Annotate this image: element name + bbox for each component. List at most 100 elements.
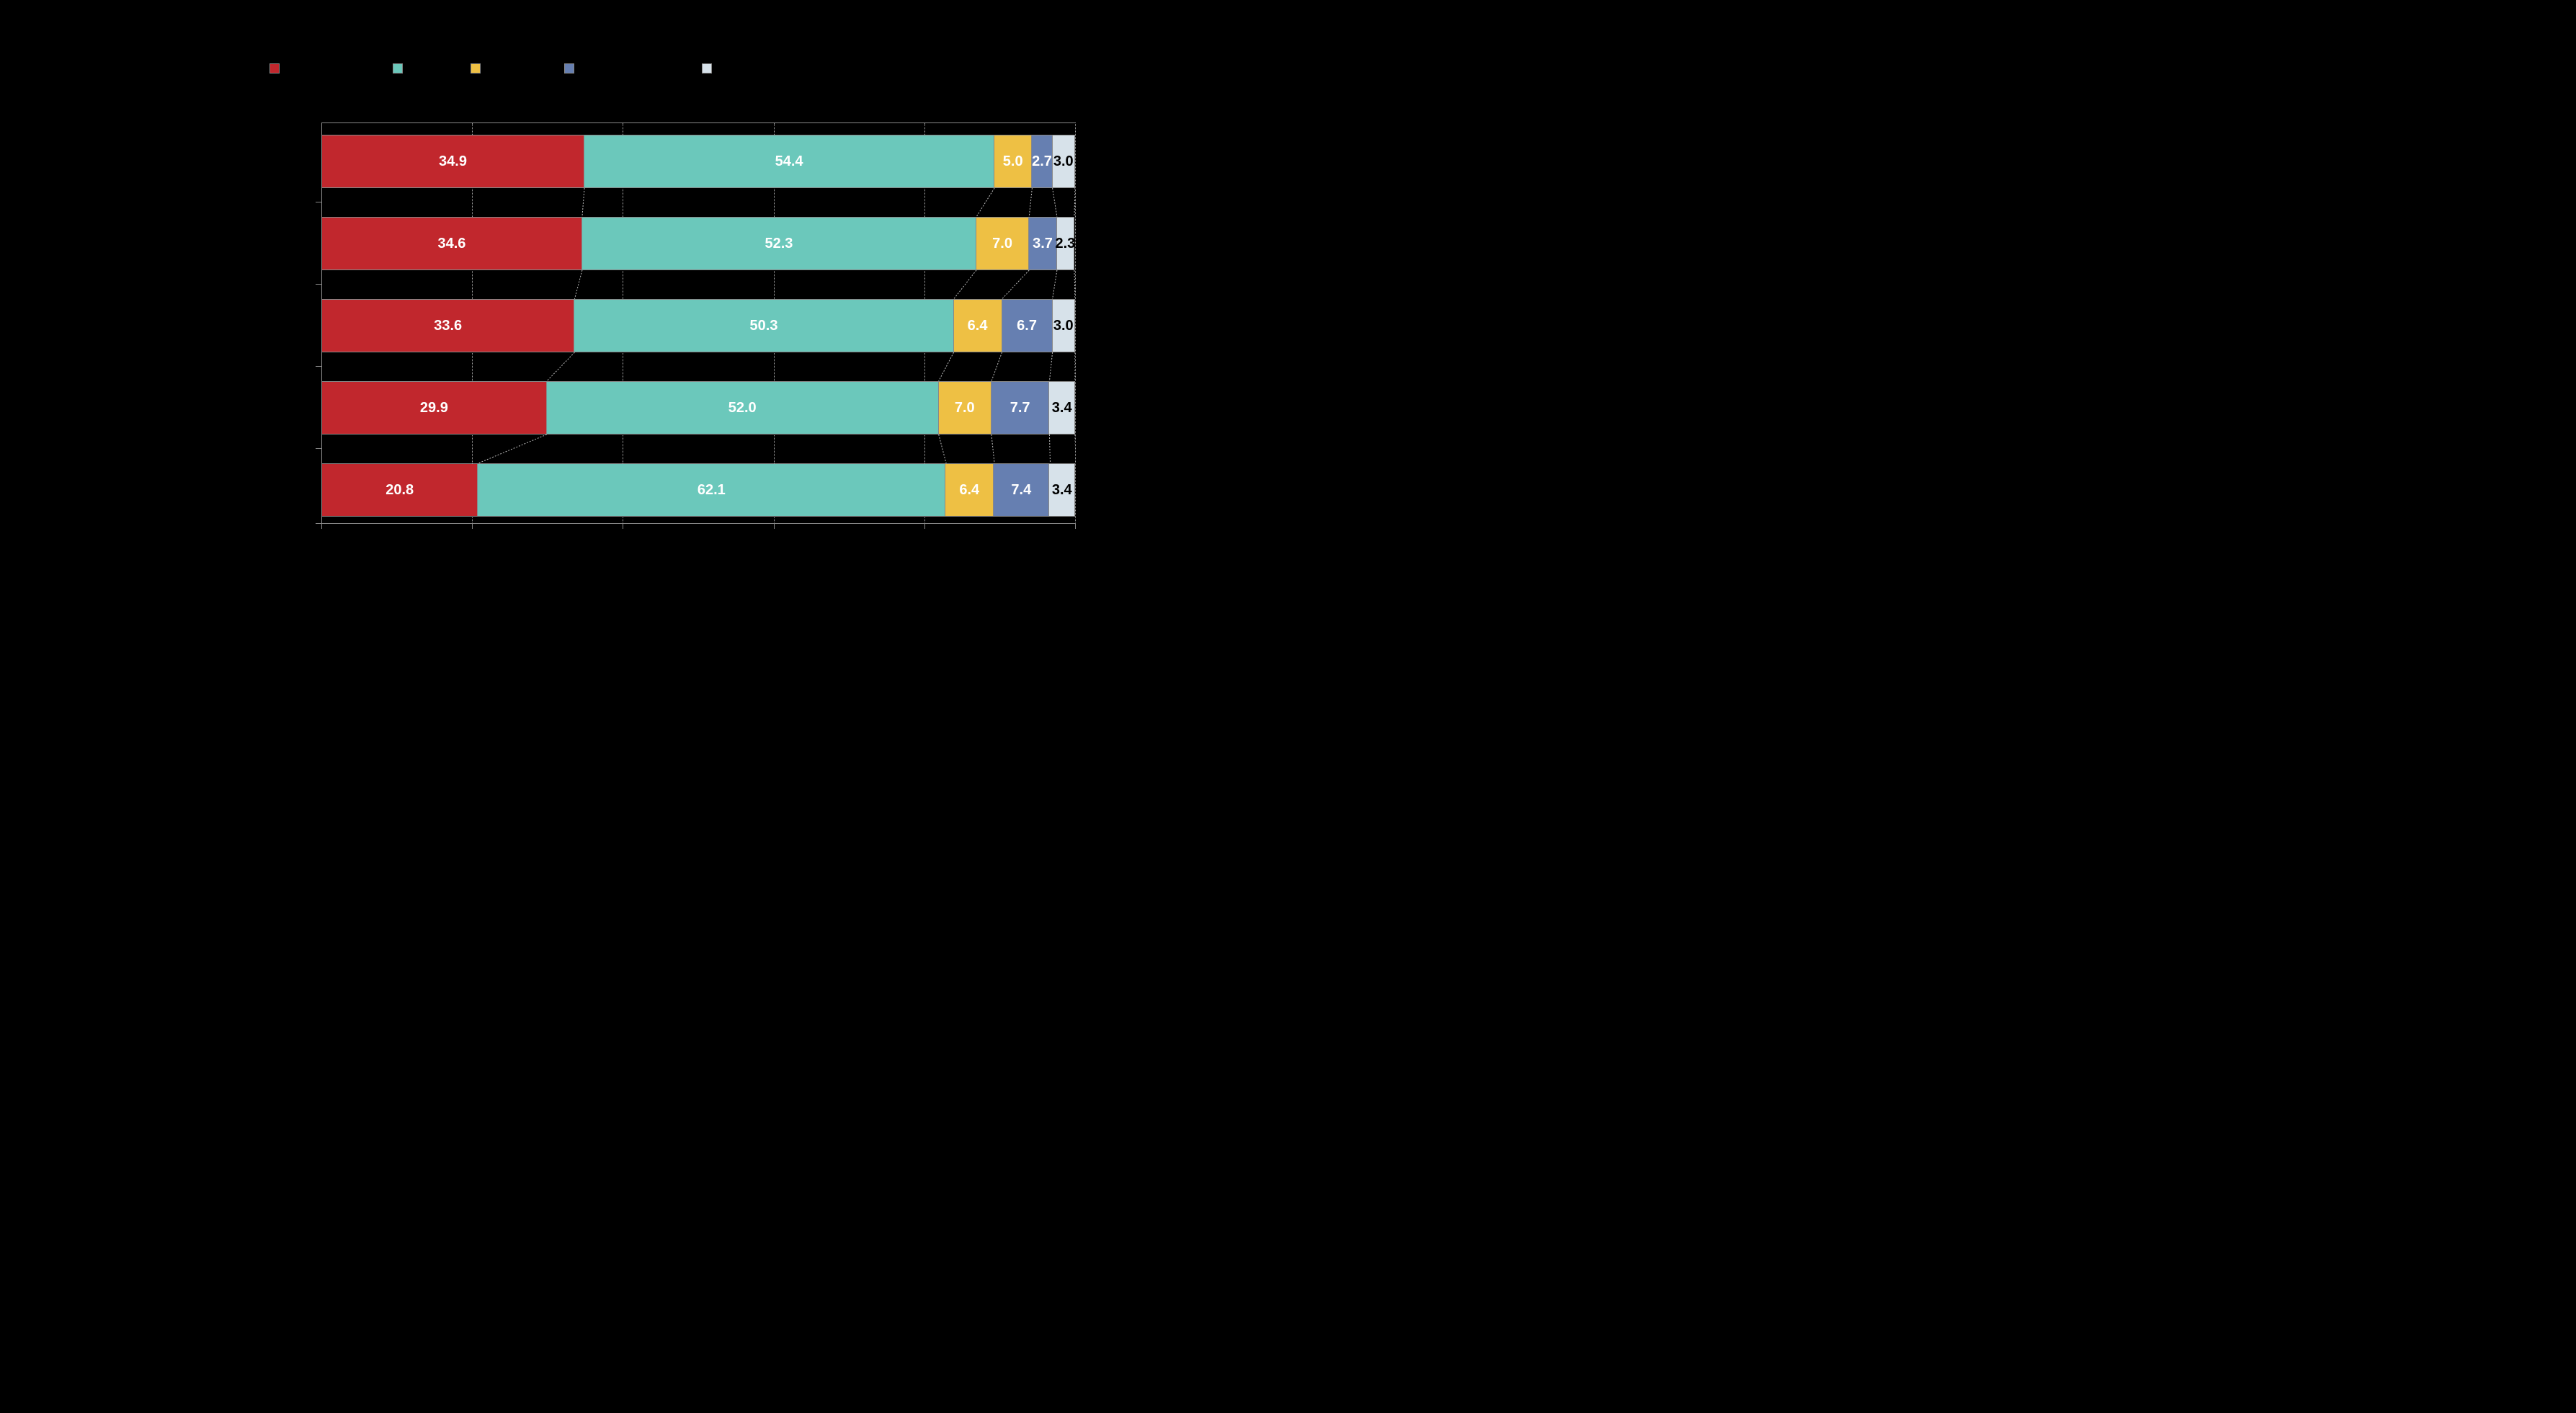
connector-line bbox=[939, 352, 954, 381]
bar-segment-value: 52.0 bbox=[728, 400, 757, 416]
legend-item: Agree bbox=[393, 62, 440, 75]
bar-row: 20.8 62.1 6.4 7.4 3.4 bbox=[321, 463, 1075, 517]
bar-segment-value: 54.4 bbox=[775, 153, 803, 170]
bar-segment: 5.0 bbox=[994, 135, 1032, 188]
bar-segment-value: 34.6 bbox=[437, 236, 465, 252]
legend-label: Disagree bbox=[486, 62, 532, 75]
chart-title: Q13 "Net neutrality" rules were repealed… bbox=[0, 22, 1107, 40]
bar-segment-value: 5.0 bbox=[1003, 153, 1023, 170]
x-tick-label: 40 bbox=[616, 532, 629, 545]
connector-line bbox=[976, 188, 994, 217]
connector-line bbox=[991, 352, 1002, 381]
bar-segment: 7.0 bbox=[976, 217, 1029, 270]
bar-segment: 3.4 bbox=[1049, 381, 1075, 434]
connector-line bbox=[991, 434, 994, 463]
x-tick-mark bbox=[472, 523, 473, 529]
bar-segment-value: 33.6 bbox=[434, 318, 462, 334]
legend-item: Don't know / no answer bbox=[702, 62, 837, 75]
x-tick-label: 60 bbox=[767, 532, 780, 545]
bar-segment-value: 3.7 bbox=[1033, 236, 1053, 252]
bar-row: 33.6 50.3 6.4 6.7 3.0 bbox=[321, 299, 1075, 352]
bar-segment-value: 3.0 bbox=[1053, 153, 1074, 170]
connector-line bbox=[1074, 188, 1075, 217]
y-category-label-line: 2020 survey bbox=[0, 475, 298, 489]
legend-swatch bbox=[471, 63, 481, 73]
bar-segment-value: 3.4 bbox=[1052, 482, 1072, 499]
bar-segment-value: 50.3 bbox=[750, 318, 778, 334]
bar-segment-value: 6.7 bbox=[1017, 318, 1037, 334]
bar-row: 29.9 52.0 7.0 7.7 3.4 bbox=[321, 381, 1075, 434]
connector-line bbox=[574, 270, 581, 299]
y-category-label-line: (n=298) bbox=[0, 161, 298, 175]
bar-segment-value: 6.4 bbox=[959, 482, 979, 499]
x-tick-label: 100 bbox=[1066, 532, 1085, 545]
x-tick-mark bbox=[1075, 523, 1076, 529]
bar-segment-value: 7.7 bbox=[1010, 400, 1030, 416]
bar-segment-value: 2.7 bbox=[1032, 153, 1052, 170]
x-tick-mark bbox=[924, 523, 925, 529]
connector-line bbox=[1029, 188, 1032, 217]
y-category-label-line: (n=298) bbox=[0, 489, 298, 504]
connector-line bbox=[547, 352, 575, 381]
legend-swatch bbox=[269, 63, 280, 73]
x-axis-title: (%) bbox=[0, 552, 1107, 565]
legend-swatch bbox=[564, 63, 574, 73]
y-category-label-line: 2021 survey bbox=[0, 393, 298, 407]
x-tick-mark bbox=[321, 523, 322, 529]
bar-segment: 33.6 bbox=[321, 299, 574, 352]
y-tick-mark bbox=[316, 366, 321, 367]
bar-segment: 3.4 bbox=[1049, 463, 1075, 517]
bar-segment: 34.6 bbox=[321, 217, 582, 270]
y-category-label-line: 2024 survey bbox=[0, 146, 298, 161]
y-category-label-line: (n=300) bbox=[0, 243, 298, 257]
bar-segment: 62.1 bbox=[478, 463, 945, 517]
legend-item: Strongly agree bbox=[269, 62, 360, 75]
plot-area: 34.954.45.02.73.034.652.37.03.72.333.650… bbox=[321, 122, 1076, 524]
connector-line bbox=[1053, 270, 1057, 299]
y-category-label: 2024 survey(n=298) bbox=[0, 146, 298, 175]
legend: Strongly agree Agree Disagree Strongly disa… bbox=[0, 62, 1107, 77]
bar-segment-value: 29.9 bbox=[420, 400, 448, 416]
y-category-label: 2023 survey(n=300) bbox=[0, 228, 298, 257]
bar-segment: 2.7 bbox=[1032, 135, 1052, 188]
bar-segment-value: 6.4 bbox=[968, 318, 988, 334]
bar-segment-value: 3.0 bbox=[1053, 318, 1074, 334]
bar-segment-value: 52.3 bbox=[765, 236, 793, 252]
bar-segment: 7.0 bbox=[939, 381, 991, 434]
bar-segment-value: 20.8 bbox=[385, 482, 414, 499]
bar-segment-value: 62.1 bbox=[698, 482, 726, 499]
bar-row: 34.954.45.02.73.0 bbox=[321, 135, 1075, 188]
bar-segment: 7.4 bbox=[994, 463, 1049, 517]
connector-line bbox=[478, 434, 547, 463]
bar-row: 34.652.37.03.72.3 bbox=[321, 217, 1075, 270]
bar-segment: 7.7 bbox=[991, 381, 1050, 434]
legend-item: Strongly disagree bbox=[564, 62, 670, 75]
bar-segment: 20.8 bbox=[321, 463, 478, 517]
connector-line bbox=[1053, 188, 1057, 217]
legend-swatch bbox=[702, 63, 712, 73]
stacked-bar-chart: Q13 "Net neutrality" rules were repealed… bbox=[0, 0, 1107, 607]
legend-label: Agree bbox=[409, 62, 440, 75]
y-category-label: 2020 survey(n=298) bbox=[0, 475, 298, 504]
legend-swatch bbox=[393, 63, 403, 73]
x-tick-mark bbox=[774, 523, 775, 529]
bar-segment-value: 7.0 bbox=[992, 236, 1012, 252]
legend-label: Don't know / no answer bbox=[718, 62, 837, 75]
y-category-label-line: 2023 survey bbox=[0, 228, 298, 243]
connector-line bbox=[1049, 352, 1052, 381]
y-tick-mark bbox=[316, 284, 321, 285]
bar-segment: 3.0 bbox=[1053, 299, 1075, 352]
bar-segment: 6.7 bbox=[1002, 299, 1053, 352]
bar-segment: 6.4 bbox=[954, 299, 1002, 352]
y-category-label-line: (n=298) bbox=[0, 407, 298, 422]
bar-segment-value: 7.0 bbox=[955, 400, 975, 416]
x-tick-label: 0 bbox=[318, 532, 325, 545]
connector-line bbox=[1002, 270, 1030, 299]
y-category-label-line: (n=298) bbox=[0, 325, 298, 339]
connector-line bbox=[1074, 270, 1075, 299]
connector-line bbox=[939, 434, 946, 463]
bar-segment-value: 7.4 bbox=[1011, 482, 1031, 499]
x-axis-line bbox=[321, 523, 1075, 524]
bar-segment: 52.3 bbox=[582, 217, 976, 270]
x-tick-label: 20 bbox=[465, 532, 478, 545]
